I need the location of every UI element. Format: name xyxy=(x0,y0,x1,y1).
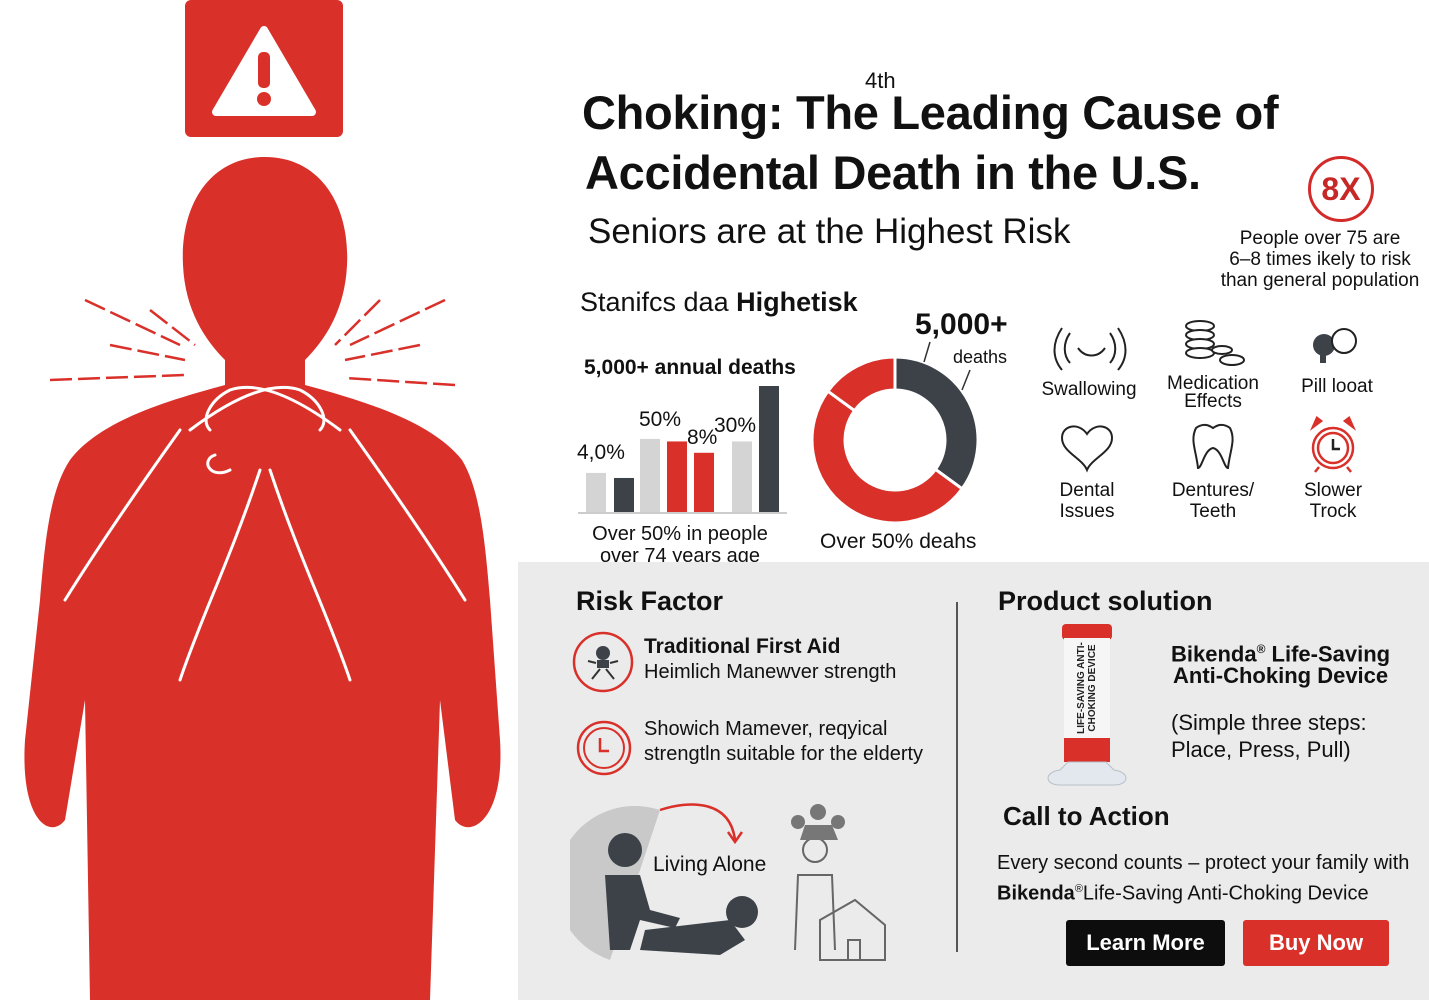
factor-dentures: Dentures/Teeth xyxy=(1148,480,1278,522)
product-name-line2: Anti-Choking Device xyxy=(1173,663,1389,688)
bar xyxy=(586,472,606,512)
risk-factor-heading: Risk Factor xyxy=(576,586,724,616)
choking-person-silhouette xyxy=(24,0,501,1000)
hands-at-throat xyxy=(63,385,467,682)
bar xyxy=(640,438,660,512)
cta-line1: Every second counts – protect your famil… xyxy=(997,852,1410,874)
page-subtitle: Seniors are at the Highest Risk xyxy=(588,212,1071,251)
risk-text-line: 6–8 times ikely to risk xyxy=(1229,249,1411,270)
product-solution-heading: Product solution xyxy=(998,586,1213,616)
factor-label: Teeth xyxy=(1189,501,1237,522)
risk-text-line: People over 75 are xyxy=(1239,228,1401,249)
bar xyxy=(759,386,779,512)
factor-slower: Slower Trock xyxy=(1268,480,1398,522)
living-alone-label: Living Alone xyxy=(653,853,767,876)
donut-leader-lines xyxy=(923,341,971,391)
risk-item1-text: Heimlich Manewver strength xyxy=(644,661,897,683)
bar-data-label: 50% xyxy=(639,408,682,431)
brand-name: Bikenda xyxy=(1171,641,1257,667)
device-label: LIFE-SAVING ANTI-CHOKING DEVICE xyxy=(1076,642,1098,734)
bar xyxy=(694,452,714,512)
section-divider xyxy=(956,602,958,952)
factor-label: Effects xyxy=(1184,391,1242,412)
factor-label: Pill looat xyxy=(1301,376,1373,397)
first-aid-icon xyxy=(572,631,634,693)
donut-caption: Over 50% deahs xyxy=(820,530,977,553)
donut-slice xyxy=(893,355,980,491)
body xyxy=(24,157,501,1000)
product-name-line1: Bikenda® Life-Saving xyxy=(1171,637,1390,666)
factor-swallowing: Swallowing xyxy=(1024,379,1154,400)
risk-item1-title: Traditional First Aid xyxy=(644,635,841,658)
clock-icon xyxy=(576,720,632,776)
heart-icon xyxy=(1060,425,1114,473)
donut-slice xyxy=(825,355,897,413)
donut-value: 5,000+ xyxy=(915,308,1008,341)
swallowing-icon xyxy=(1053,327,1127,371)
brand-name: Bikenda xyxy=(997,882,1075,905)
risk-item2-line2: strengtln suitable for the elderty xyxy=(644,743,924,765)
factor-dental: Dental Issues xyxy=(1022,480,1152,522)
rank-superscript: 4th xyxy=(865,68,896,93)
product-name-rest: Life-Saving xyxy=(1265,641,1391,667)
cta-product-name: Life-Saving Anti-Choking Device xyxy=(1082,882,1369,905)
distress-lines xyxy=(49,298,456,387)
product-steps-line2: Place, Press, Pull) xyxy=(1171,737,1351,762)
learn-more-button[interactable]: Learn More xyxy=(1066,920,1225,966)
registered-mark: ® xyxy=(1256,642,1266,656)
factor-label: Dentures/ xyxy=(1171,480,1255,501)
bar-chart-caption: Over 50% in people over 74 years age xyxy=(570,523,790,567)
caption-line: Over 50% in people xyxy=(592,523,768,545)
bar xyxy=(667,441,687,512)
factor-label: Medication xyxy=(1167,373,1259,394)
risk-badge-text: People over 75 are 6–8 times ikely to ri… xyxy=(1210,228,1429,291)
factor-label: Trock xyxy=(1309,501,1357,522)
caption-line: over 74 years age xyxy=(599,545,761,567)
bar xyxy=(614,477,634,512)
registered-mark: ® xyxy=(1074,883,1083,895)
product-steps-line1: (Simple three steps: xyxy=(1171,710,1367,735)
factor-label: Slower xyxy=(1303,480,1363,501)
cta-heading: Call to Action xyxy=(1003,801,1170,831)
medication-coins-icon xyxy=(1185,320,1245,366)
living-alone-illustration xyxy=(570,803,886,961)
donut-value-label: deaths xyxy=(953,347,1008,367)
bar-data-label: 4,0% xyxy=(577,441,625,464)
risk-multiplier-badge: 8X xyxy=(1308,156,1374,222)
page-title-line2: Accidental Death in the U.S. xyxy=(585,146,1201,199)
factor-pill: Pill looat xyxy=(1272,376,1402,397)
page-title-line1: Choking: The Leading Cause of xyxy=(582,86,1279,139)
pill-icon xyxy=(1313,328,1357,363)
risk-item2-line1: Showich Mamever, reqyical xyxy=(644,718,888,740)
donut-chart xyxy=(810,355,980,525)
bar-chart xyxy=(578,386,787,514)
stats-heading: Stanifcs daa Highetisk xyxy=(580,287,858,318)
stats-heading-bold: Highetisk xyxy=(736,287,858,317)
buy-now-button[interactable]: Buy Now xyxy=(1243,920,1389,966)
alarm-clock-icon xyxy=(1309,416,1357,473)
bar xyxy=(732,441,752,512)
factor-label: Dental xyxy=(1059,480,1115,501)
warning-triangle-icon xyxy=(212,26,316,116)
anti-choking-device-image xyxy=(1047,624,1127,786)
donut-slice xyxy=(810,389,965,525)
bar-data-label: 30% xyxy=(714,414,757,437)
factor-medication: Medication Effects xyxy=(1148,373,1278,412)
tooth-icon xyxy=(1192,423,1234,470)
stats-heading-normal: Stanifcs daa xyxy=(580,287,737,317)
factor-label: Swallowing xyxy=(1041,379,1137,400)
factor-label: Issues xyxy=(1059,501,1115,522)
bar-data-label: 8% xyxy=(687,426,718,449)
risk-text-line: than general population xyxy=(1220,270,1420,291)
cta-line2: Bikenda®Life-Saving Anti-Choking Device xyxy=(997,877,1369,907)
bar-chart-title: 5,000+ annual deaths xyxy=(584,356,796,379)
